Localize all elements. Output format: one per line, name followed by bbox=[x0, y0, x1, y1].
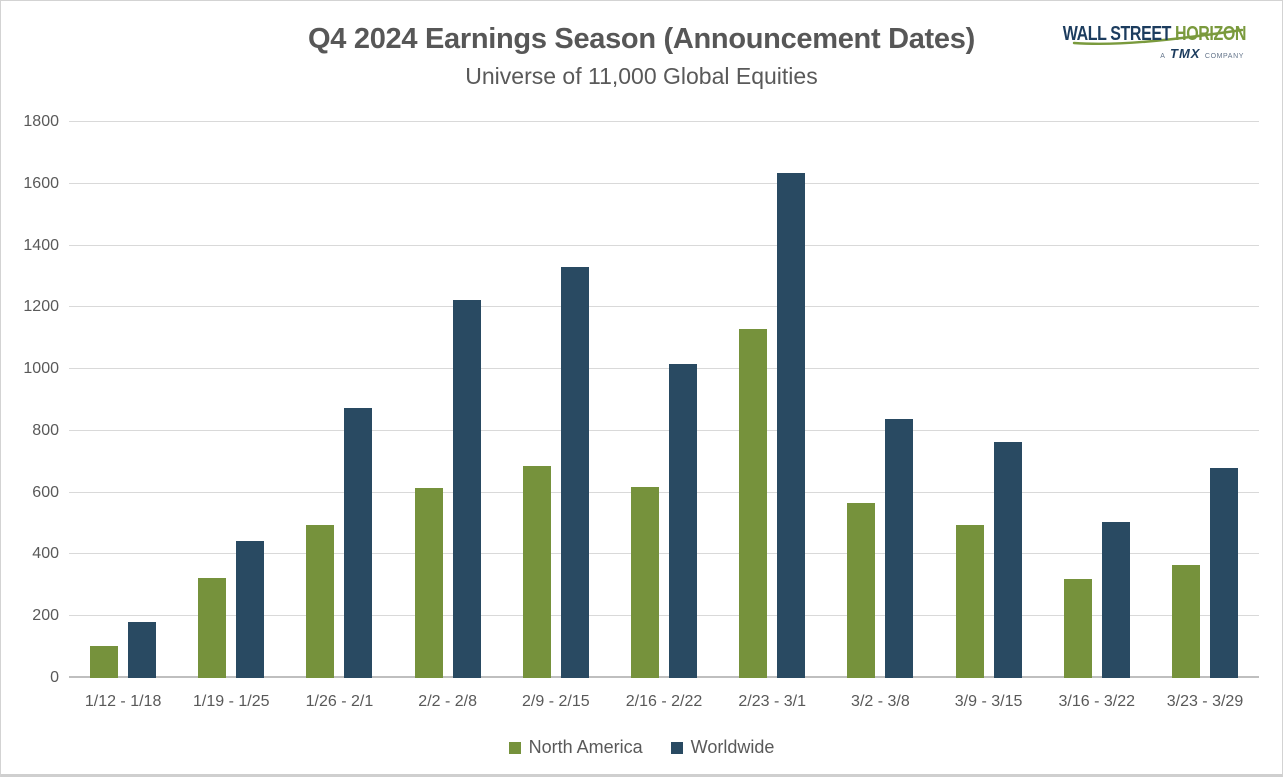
gridline bbox=[69, 368, 1259, 370]
x-tick-label: 3/23 - 3/29 bbox=[1166, 693, 1244, 710]
bar-worldwide bbox=[452, 299, 481, 678]
bar-worldwide bbox=[236, 540, 265, 678]
logo-wordmark-secondary: HORIZON bbox=[1175, 23, 1246, 45]
bar-group bbox=[502, 122, 610, 678]
y-tick-label: 1800 bbox=[23, 113, 59, 130]
bar-north-america bbox=[90, 645, 119, 678]
gridline bbox=[69, 121, 1259, 122]
x-tick-label: 3/9 - 3/15 bbox=[954, 693, 1023, 710]
x-tick-label: 1/12 - 1/18 bbox=[84, 693, 162, 710]
x-axis-labels: 1/12 - 1/18 1/19 - 1/25 1/26 - 2/1 2/2 - 2/… bbox=[69, 693, 1259, 711]
bar-worldwide bbox=[1209, 467, 1238, 678]
bar-group bbox=[285, 122, 393, 678]
bar-north-america bbox=[414, 488, 443, 678]
legend: North America Worldwide bbox=[1, 737, 1282, 758]
bar-group bbox=[69, 122, 177, 678]
legend-label: North America bbox=[528, 737, 643, 757]
bar-worldwide bbox=[885, 418, 914, 678]
x-tick-label: 2/9 - 2/15 bbox=[522, 693, 590, 710]
x-axis-line bbox=[69, 676, 1259, 678]
bar-group bbox=[718, 122, 826, 678]
bar-worldwide bbox=[777, 172, 806, 678]
bar-north-america bbox=[1063, 579, 1092, 678]
legend-swatch-icon bbox=[508, 741, 521, 754]
gridline bbox=[69, 553, 1259, 555]
bar-north-america bbox=[739, 328, 768, 678]
bar-group bbox=[177, 122, 285, 678]
logo-tagline-brand: TMX bbox=[1170, 46, 1201, 61]
y-tick-label: 1200 bbox=[23, 298, 59, 316]
y-tick-label: 400 bbox=[32, 545, 59, 563]
y-tick-label: 1600 bbox=[23, 174, 59, 192]
bar-worldwide bbox=[669, 364, 698, 678]
logo-wordmark-primary: WALL STREET bbox=[1062, 23, 1172, 45]
bar-group bbox=[935, 122, 1043, 678]
bar-group bbox=[394, 122, 502, 678]
bar-north-america bbox=[631, 486, 660, 678]
x-tick-label: 2/16 - 2/22 bbox=[625, 693, 703, 710]
y-axis-labels: 0 200 400 600 800 1000 1200 1400 1600 1800 bbox=[1, 113, 59, 686]
x-tick-label: 2/23 - 3/1 bbox=[738, 693, 807, 710]
bar-groups bbox=[69, 122, 1259, 678]
gridline bbox=[69, 244, 1259, 246]
bar-group bbox=[1043, 122, 1151, 678]
logo-tagline-suffix: COMPANY bbox=[1204, 53, 1244, 60]
logo-tagline: A TMX COMPANY bbox=[1160, 45, 1244, 63]
x-tick-label: 3/16 - 3/22 bbox=[1058, 693, 1136, 710]
logo-tagline-prefix: A bbox=[1160, 53, 1166, 60]
y-tick-label: 1000 bbox=[23, 360, 59, 378]
y-tick-label: 1400 bbox=[23, 236, 59, 254]
legend-item-north-america: North America bbox=[508, 737, 643, 758]
x-tick-label: 1/26 - 2/1 bbox=[305, 693, 374, 710]
bar-worldwide bbox=[128, 622, 157, 678]
bar-worldwide bbox=[993, 441, 1022, 678]
x-tick-label: 3/2 - 3/8 bbox=[851, 693, 910, 710]
x-tick-label: 2/2 - 2/8 bbox=[418, 693, 477, 710]
wall-street-horizon-logo: WALL STREET HORIZON A TMX COMPANY bbox=[1046, 17, 1247, 67]
bar-north-america bbox=[198, 577, 227, 678]
plot-area bbox=[69, 121, 1259, 678]
x-tick-label: 1/19 - 1/25 bbox=[193, 693, 270, 710]
bar-north-america bbox=[847, 503, 876, 678]
bar-north-america bbox=[1171, 565, 1200, 678]
chart-subtitle: Universe of 11,000 Global Equities bbox=[465, 63, 818, 89]
bar-group bbox=[1151, 122, 1259, 678]
gridline bbox=[69, 182, 1259, 184]
gridline bbox=[69, 491, 1259, 493]
gridline bbox=[69, 615, 1259, 617]
y-tick-label: 800 bbox=[32, 421, 59, 439]
bar-group bbox=[610, 122, 718, 678]
gridline bbox=[69, 429, 1259, 431]
y-tick-label: 200 bbox=[32, 607, 59, 625]
legend-swatch-icon bbox=[670, 741, 683, 754]
bar-group bbox=[826, 122, 934, 678]
bar-north-america bbox=[955, 525, 984, 678]
legend-item-worldwide: Worldwide bbox=[670, 737, 775, 758]
y-tick-label: 0 bbox=[50, 669, 59, 686]
gridline bbox=[69, 306, 1259, 308]
bar-worldwide bbox=[344, 407, 373, 678]
legend-label: Worldwide bbox=[690, 737, 775, 757]
y-tick-label: 600 bbox=[32, 483, 59, 501]
bar-north-america bbox=[306, 525, 335, 678]
bar-north-america bbox=[522, 466, 551, 678]
bar-worldwide bbox=[560, 267, 589, 678]
chart-title: Q4 2024 Earnings Season (Announcement Da… bbox=[308, 23, 975, 55]
logo-wordmark: WALL STREET HORIZON bbox=[1062, 23, 1247, 46]
bar-worldwide bbox=[1101, 522, 1130, 678]
